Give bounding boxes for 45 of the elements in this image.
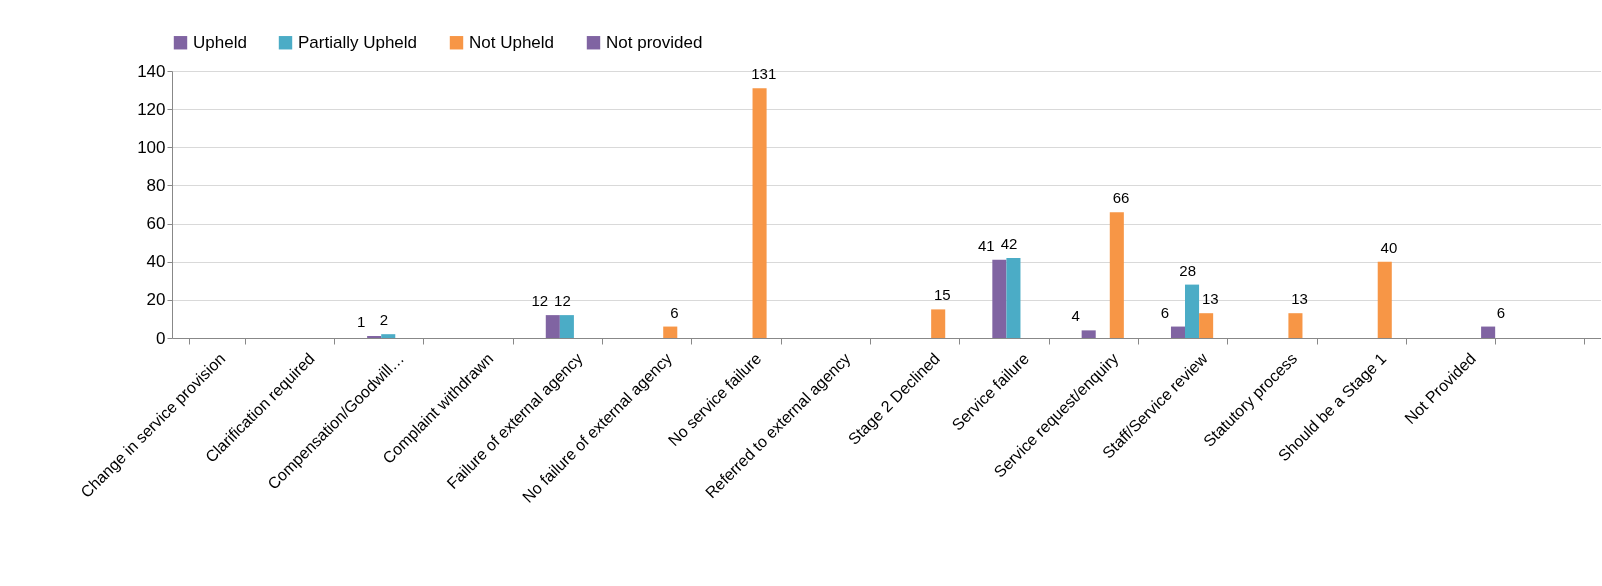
data-label: 15: [934, 286, 951, 304]
y-tick-label: 80: [146, 175, 166, 195]
legend-label: Not Upheld: [469, 32, 555, 52]
data-label: 12: [554, 292, 571, 310]
data-label: 1: [356, 313, 366, 331]
bar: [559, 315, 574, 338]
data-label: 40: [1380, 238, 1398, 256]
bar: [1377, 261, 1392, 338]
y-tick-label: 120: [137, 99, 166, 119]
bar: [545, 315, 560, 338]
data-label: 6: [1496, 303, 1506, 321]
data-label: 13: [1201, 290, 1219, 308]
data-label: 28: [1179, 261, 1196, 279]
data-label: 12: [531, 292, 549, 310]
data-label: 13: [1291, 290, 1308, 308]
bar: [752, 88, 767, 338]
bar: [1081, 330, 1096, 338]
y-tick-label: 0: [156, 328, 166, 348]
bar: [992, 259, 1007, 338]
y-tick-label: 140: [137, 61, 166, 81]
y-tick-label: 100: [137, 137, 166, 157]
data-label: 4: [1071, 307, 1080, 325]
data-label: 6: [1160, 303, 1170, 321]
bar: [1109, 212, 1124, 338]
y-tick-label: 60: [146, 214, 166, 234]
legend-label: Not provided: [606, 32, 703, 52]
bar: [1481, 326, 1496, 338]
y-tick-label: 20: [146, 290, 166, 310]
data-label: 2: [379, 311, 388, 329]
bar: [1170, 326, 1186, 338]
bar: [1185, 284, 1200, 338]
data-label: 131: [751, 65, 777, 83]
data-label: 42: [1000, 234, 1018, 252]
bar: [931, 309, 946, 338]
data-label: 66: [1112, 189, 1130, 207]
y-tick-label: 40: [146, 252, 166, 272]
bar: [1288, 313, 1303, 338]
legend-label: Partially Upheld: [298, 32, 418, 52]
bar: [1006, 257, 1021, 338]
bar: [381, 334, 396, 338]
bar: [1199, 313, 1214, 338]
legend-label: Upheld: [193, 32, 247, 52]
bar: [663, 326, 678, 338]
data-label: 41: [977, 236, 995, 254]
data-label: 6: [670, 303, 679, 321]
